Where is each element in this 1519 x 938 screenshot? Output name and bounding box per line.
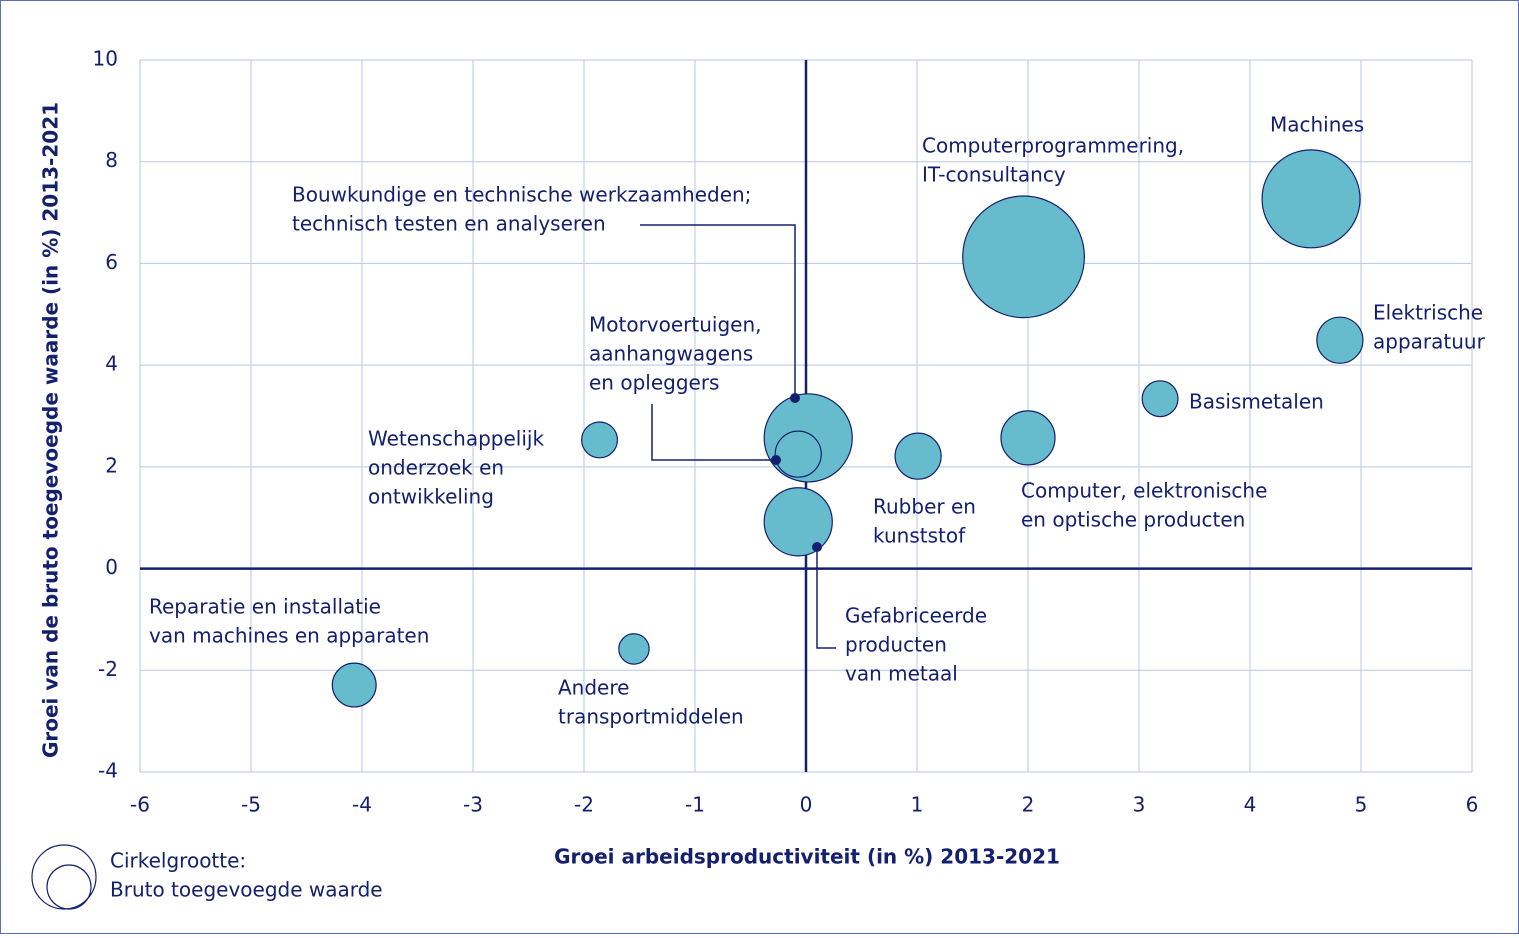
leader-line bbox=[651, 404, 776, 461]
bubble bbox=[962, 195, 1085, 319]
point-label: Bouwkundige en technische werkzaamheden; bbox=[292, 183, 751, 207]
x-tick-label: -2 bbox=[574, 793, 594, 817]
point-label: onderzoek en bbox=[368, 456, 504, 480]
point-label: Machines bbox=[1270, 113, 1364, 137]
leader-dot bbox=[812, 542, 822, 552]
x-tick-label: 2 bbox=[1022, 793, 1035, 817]
bubble bbox=[894, 432, 942, 480]
y-tick-label: 10 bbox=[93, 47, 118, 71]
point-label: Basismetalen bbox=[1189, 390, 1324, 414]
x-tick-label: -6 bbox=[130, 793, 150, 817]
leader-dot bbox=[790, 393, 800, 403]
y-tick-label: 2 bbox=[105, 453, 118, 477]
bubble bbox=[331, 662, 377, 708]
point-label: IT-consultancy bbox=[922, 163, 1066, 187]
point-label: Rubber en bbox=[873, 495, 976, 519]
point-label: technisch testen en analyseren bbox=[292, 212, 606, 236]
x-tick-label: 4 bbox=[1244, 793, 1257, 817]
y-tick-label: -4 bbox=[98, 759, 118, 783]
bubble bbox=[1316, 316, 1364, 364]
y-tick-label: 8 bbox=[105, 148, 118, 172]
point-label: transportmiddelen bbox=[558, 705, 744, 729]
bubble bbox=[1141, 380, 1179, 418]
bubble bbox=[774, 430, 822, 478]
x-tick-label: 3 bbox=[1133, 793, 1146, 817]
x-tick-label: 6 bbox=[1466, 793, 1479, 817]
y-tick-label: 4 bbox=[105, 352, 118, 376]
point-label: van machines en apparaten bbox=[149, 624, 429, 648]
leader-line bbox=[640, 224, 796, 398]
point-label: Computerprogrammering, bbox=[922, 134, 1184, 158]
y-tick-label: 6 bbox=[105, 250, 118, 274]
bubble bbox=[581, 421, 619, 459]
x-tick-label: -1 bbox=[685, 793, 705, 817]
point-label: en opleggers bbox=[589, 371, 719, 395]
x-tick-label: -3 bbox=[463, 793, 483, 817]
x-tick-label: 5 bbox=[1355, 793, 1368, 817]
point-label: aanhangwagens bbox=[589, 342, 753, 366]
point-label: Gefabriceerde bbox=[845, 604, 987, 628]
leader-line bbox=[816, 547, 836, 649]
point-label: Wetenschappelijk bbox=[368, 427, 544, 451]
bubble bbox=[763, 487, 833, 557]
point-label: en optische producten bbox=[1021, 508, 1245, 532]
leader-dot bbox=[771, 455, 781, 465]
point-label: kunststof bbox=[873, 524, 966, 548]
x-axis-label: Groei arbeidsproductiviteit (in %) 2013-… bbox=[554, 845, 1060, 869]
legend-text: Cirkelgrootte: bbox=[110, 849, 246, 873]
legend-circle-large bbox=[31, 844, 97, 910]
point-label: apparatuur bbox=[1373, 330, 1486, 354]
x-tick-label: 0 bbox=[800, 793, 813, 817]
y-tick-label: -2 bbox=[98, 657, 118, 681]
x-tick-label: 1 bbox=[911, 793, 924, 817]
point-label: Motorvoertuigen, bbox=[589, 313, 762, 337]
y-axis-label: Groei van de bruto toegevoegde waarde (i… bbox=[39, 102, 63, 758]
point-label: Elektrische bbox=[1373, 301, 1483, 325]
x-tick-label: -5 bbox=[241, 793, 261, 817]
bubble bbox=[618, 633, 650, 665]
bubble bbox=[1000, 410, 1056, 466]
point-label: Andere bbox=[558, 676, 629, 700]
point-label: Reparatie en installatie bbox=[149, 595, 381, 619]
point-label: producten bbox=[845, 633, 947, 657]
legend-text: Bruto toegevoegde waarde bbox=[110, 878, 383, 902]
bubble bbox=[1261, 149, 1361, 249]
x-tick-label: -4 bbox=[352, 793, 372, 817]
y-tick-label: 0 bbox=[105, 555, 118, 579]
point-label: van metaal bbox=[845, 662, 958, 686]
legend-circle-small bbox=[46, 864, 92, 910]
point-label: ontwikkeling bbox=[368, 485, 494, 509]
point-label: Computer, elektronische bbox=[1021, 479, 1267, 503]
